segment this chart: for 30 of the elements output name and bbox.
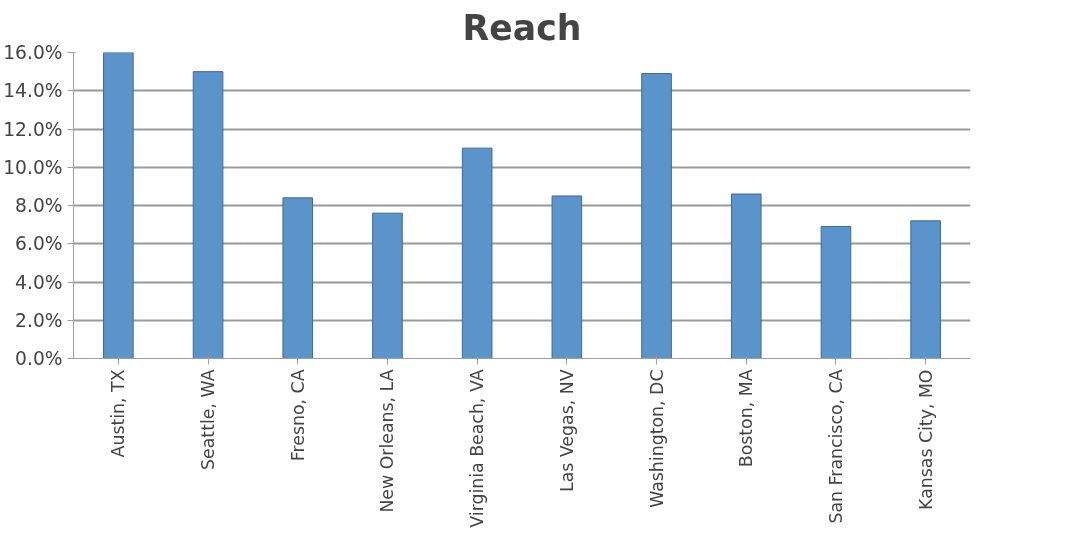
y-tick-label: 0.0% (15, 348, 63, 369)
y-tick-label: 6.0% (15, 233, 63, 255)
bar (730, 193, 762, 359)
bar (192, 71, 224, 359)
y-tick-label: 10.0% (3, 156, 63, 178)
bar (820, 226, 852, 359)
bar (910, 220, 941, 359)
chart-title: Reach (462, 7, 582, 48)
x-tick-label: Washington, DC (646, 369, 667, 508)
y-tick-label: 12.0% (3, 118, 63, 140)
bar (461, 147, 493, 359)
x-tick-label: San Francisco, CA (825, 369, 846, 524)
y-tick-label: 14.0% (3, 80, 63, 102)
y-tick-label: 2.0% (15, 309, 63, 331)
x-tick-label: New Orleans, LA (377, 369, 398, 513)
bar (372, 212, 403, 359)
x-tick-label: Fresno, CA (287, 369, 308, 462)
bar (282, 197, 314, 359)
y-tick-label: 4.0% (15, 271, 63, 293)
x-tick-label: Las Vegas, NV (556, 369, 577, 492)
x-tick-label: Austin, TX (108, 369, 129, 458)
bar (103, 52, 134, 359)
x-tick-label: Seattle, WA (198, 369, 219, 470)
x-tick-label: Kansas City, MO (915, 369, 936, 510)
y-tick-label: 8.0% (15, 195, 63, 216)
x-tick-label: Boston, MA (736, 369, 757, 468)
bar (641, 73, 672, 359)
y-tick-label: 16.0% (3, 42, 63, 63)
x-tick-label: Virginia Beach, VA (467, 369, 488, 528)
bar (551, 195, 583, 359)
